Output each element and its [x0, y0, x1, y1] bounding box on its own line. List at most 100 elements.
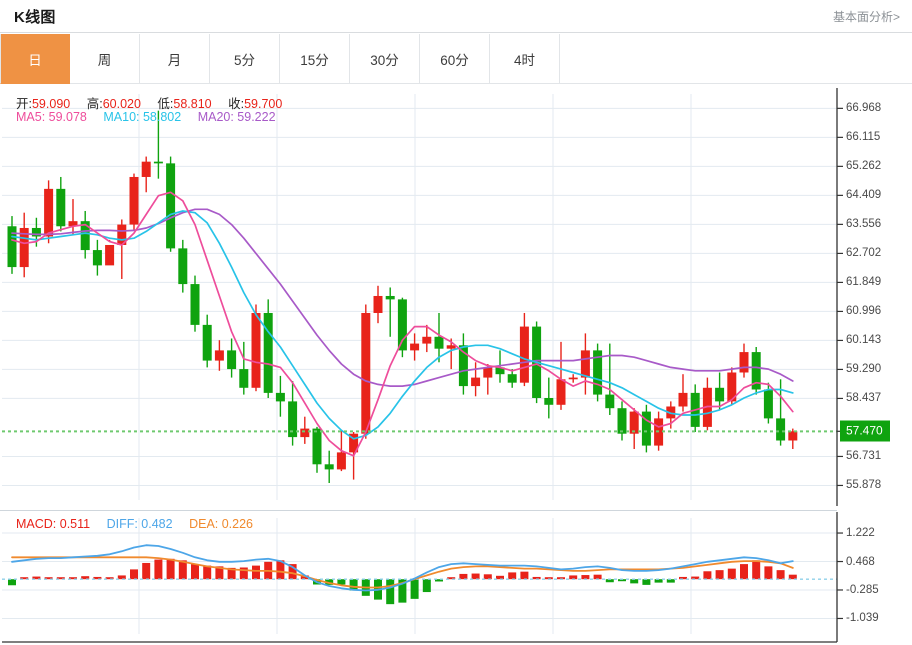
- candle-body: [727, 372, 737, 402]
- candle-body: [593, 350, 603, 395]
- candle-body: [471, 377, 481, 387]
- candle-body: [678, 392, 688, 407]
- tab-period-7[interactable]: 4时: [490, 34, 560, 84]
- macd-bar: [776, 570, 785, 580]
- macd-bar: [203, 565, 212, 580]
- tab-label: 周: [97, 52, 112, 68]
- price-axis-label-4: 63.556: [846, 218, 882, 231]
- candle-body: [605, 394, 615, 409]
- panel-divider: [0, 510, 837, 511]
- candle-body: [495, 367, 505, 375]
- tab-label: 4时: [513, 52, 535, 68]
- tab-label: 月: [167, 52, 182, 68]
- candle-body: [751, 352, 761, 390]
- macd-bar: [544, 577, 553, 580]
- macd-bar: [410, 579, 419, 599]
- page-title: K线图: [14, 8, 56, 26]
- candlestick-chart-panel[interactable]: [0, 86, 912, 510]
- period-tabbar: 日 周 月 5分 15分 30分 60分 4时: [0, 34, 912, 84]
- macd-bar: [727, 568, 736, 580]
- candle-body: [178, 248, 188, 285]
- candle-body: [239, 369, 249, 388]
- tab-label: 日: [28, 52, 42, 68]
- tab-period-2[interactable]: 月: [140, 34, 210, 84]
- price-axis-label-6: 61.849: [846, 276, 882, 289]
- vertical-gridlines: [138, 94, 692, 500]
- candle-body: [141, 161, 151, 177]
- macd-bar: [20, 577, 29, 580]
- tab-period-0[interactable]: 日: [0, 34, 70, 84]
- price-axis-label-8: 60.143: [846, 334, 882, 347]
- candle-body: [275, 392, 285, 402]
- macd-bar: [93, 576, 102, 580]
- candle-body: [129, 176, 139, 225]
- current-price-badge: 57.470: [840, 420, 890, 442]
- tab-label: 30分: [370, 52, 399, 68]
- ma10-line: [11, 210, 794, 440]
- macd-bar: [642, 579, 651, 585]
- candle-body: [312, 428, 322, 465]
- candle-body: [434, 336, 444, 349]
- macd-bar: [764, 566, 773, 580]
- candle-body: [19, 227, 29, 268]
- candle-body: [629, 411, 639, 434]
- macd-bar: [398, 579, 407, 603]
- tab-period-3[interactable]: 5分: [210, 34, 280, 84]
- macd-bar: [520, 571, 529, 580]
- macd-bar: [435, 579, 443, 582]
- price-axis-label-1: 66.115: [846, 131, 881, 144]
- macd-bar: [605, 579, 614, 583]
- tab-label: 5分: [233, 52, 255, 68]
- macd-bar: [496, 575, 504, 580]
- candle-body: [153, 161, 163, 164]
- macd-bar: [191, 564, 199, 580]
- candle-body: [288, 401, 298, 438]
- macd-bar: [459, 573, 468, 580]
- tab-label: 60分: [440, 52, 469, 68]
- price-axis-label-2: 65.262: [846, 160, 882, 173]
- candle-body: [361, 312, 371, 434]
- macd-axis-label-2: -0.285: [846, 583, 879, 596]
- tab-period-6[interactable]: 60分: [420, 34, 490, 84]
- fundamental-analysis-link[interactable]: 基本面分析>: [832, 9, 900, 24]
- candle-body: [544, 397, 554, 405]
- macd-bar: [44, 577, 53, 580]
- candle-body: [202, 324, 212, 361]
- macd-bar: [142, 562, 151, 580]
- tab-period-1[interactable]: 周: [70, 34, 140, 84]
- macd-chart-panel[interactable]: [0, 512, 912, 645]
- price-axis-label-10: 58.437: [846, 392, 882, 405]
- candle-body: [763, 389, 773, 419]
- candle-body: [715, 387, 725, 402]
- tab-period-5[interactable]: 30分: [350, 34, 420, 84]
- tab-period-4[interactable]: 15分: [280, 34, 350, 84]
- price-axis-label-7: 60.996: [846, 305, 882, 318]
- macd-bar: [788, 574, 797, 580]
- macd-bar: [740, 564, 748, 580]
- ma5-line: [11, 191, 794, 457]
- candle-body: [507, 374, 517, 383]
- macd-bar: [178, 560, 187, 580]
- macd-bar: [81, 576, 90, 580]
- candle-body: [7, 226, 17, 268]
- macd-bar: [8, 579, 16, 586]
- candle-body: [227, 350, 237, 370]
- chart-background: [0, 86, 912, 510]
- macd-bar: [618, 579, 626, 582]
- horizontal-gridlines: [2, 107, 837, 486]
- macd-bar: [508, 572, 517, 580]
- macd-bar: [422, 579, 431, 593]
- price-axis-label-13: 55.878: [846, 479, 882, 492]
- candle-body: [105, 244, 115, 266]
- macd-bar: [703, 571, 712, 580]
- diff-line: [11, 544, 794, 592]
- macd-bar: [557, 577, 565, 580]
- candle-body: [568, 377, 578, 380]
- candle-body: [397, 299, 407, 351]
- candle-body: [739, 352, 749, 373]
- page-header: K线图 基本面分析>: [0, 0, 912, 33]
- candle-body: [31, 227, 41, 237]
- tabbar-filler: [560, 34, 912, 84]
- macd-bar: [569, 575, 578, 580]
- macd-bar: [300, 575, 309, 580]
